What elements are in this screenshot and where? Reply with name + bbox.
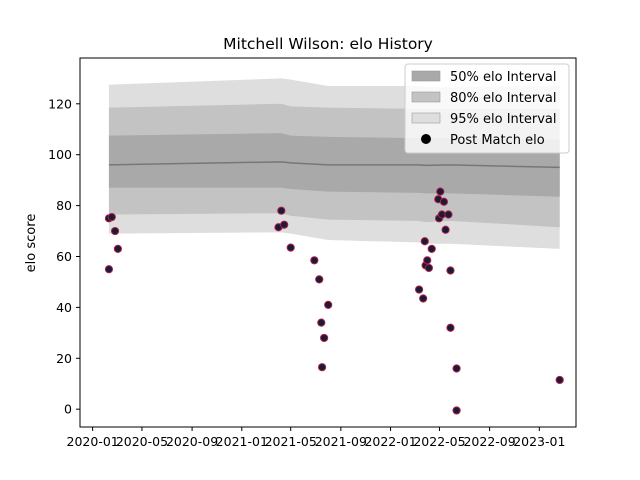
data-point [317,318,326,327]
y-tick-label: 80 [56,198,72,213]
data-point [446,266,455,275]
data-point [280,220,289,229]
data-point [324,300,333,309]
data-point [286,243,295,252]
plot-frame [79,57,577,428]
mean-elo-line [108,161,560,169]
y-tick-label: 0 [64,402,72,417]
data-point [436,187,445,196]
data-point [110,226,120,236]
data-point [446,323,455,332]
x-tick-label: 2022-05 [413,434,465,449]
x-tick-label: 2020-05 [116,434,168,449]
data-point [427,244,436,253]
y-tick-label: 20 [56,351,72,366]
data-point [419,294,428,303]
legend-swatch [411,112,441,124]
chart-title: Mitchell Wilson: elo History [223,35,433,53]
data-point [441,225,450,234]
data-point [424,263,433,273]
data-point [315,275,324,284]
data-point [452,406,461,415]
data-point [555,375,564,385]
x-tick-label: 2020-01 [67,434,119,449]
y-tick-label: 60 [56,249,72,264]
data-point [317,363,327,372]
legend-swatch [411,70,441,82]
data-point [420,237,429,246]
y-tick-label: 100 [48,147,72,162]
data-point [452,364,461,373]
data-point [310,256,319,265]
data-point [113,244,123,253]
y-tick-label: 40 [56,300,72,315]
x-tick-label: 2021-05 [265,434,317,449]
x-tick-label: 2020-09 [166,434,218,449]
x-tick-label: 2022-01 [364,434,416,449]
post-match-points [104,187,564,415]
data-point [104,265,114,274]
mean-line [108,161,560,169]
y-tick-label: 120 [48,96,72,111]
data-point [277,206,286,215]
x-tick-label: 2022-09 [463,434,515,449]
data-point [439,197,449,206]
legend-box [404,63,570,154]
legend-swatch [411,91,441,103]
x-tick-label: 2021-01 [216,434,268,449]
legend-marker [421,134,431,144]
data-point [423,256,432,265]
x-tick-label: 2021-09 [315,434,367,449]
axes: 0204060801001202020-012020-052020-092021… [48,57,577,449]
data-point [414,285,424,294]
data-point [320,333,329,343]
legend: 50% elo Interval 80% elo Interval 95% elo … [404,63,570,154]
data-point [107,212,116,222]
legend-label: 80% elo Interval [450,91,557,106]
legend-label: 50% elo Interval [450,70,557,85]
y-axis-label: elo score [24,214,39,273]
legend-label: 95% elo Interval [450,112,557,127]
x-tick-label: 2023-01 [513,434,565,449]
data-point [444,210,453,219]
legend-label: Post Match elo [450,133,545,148]
